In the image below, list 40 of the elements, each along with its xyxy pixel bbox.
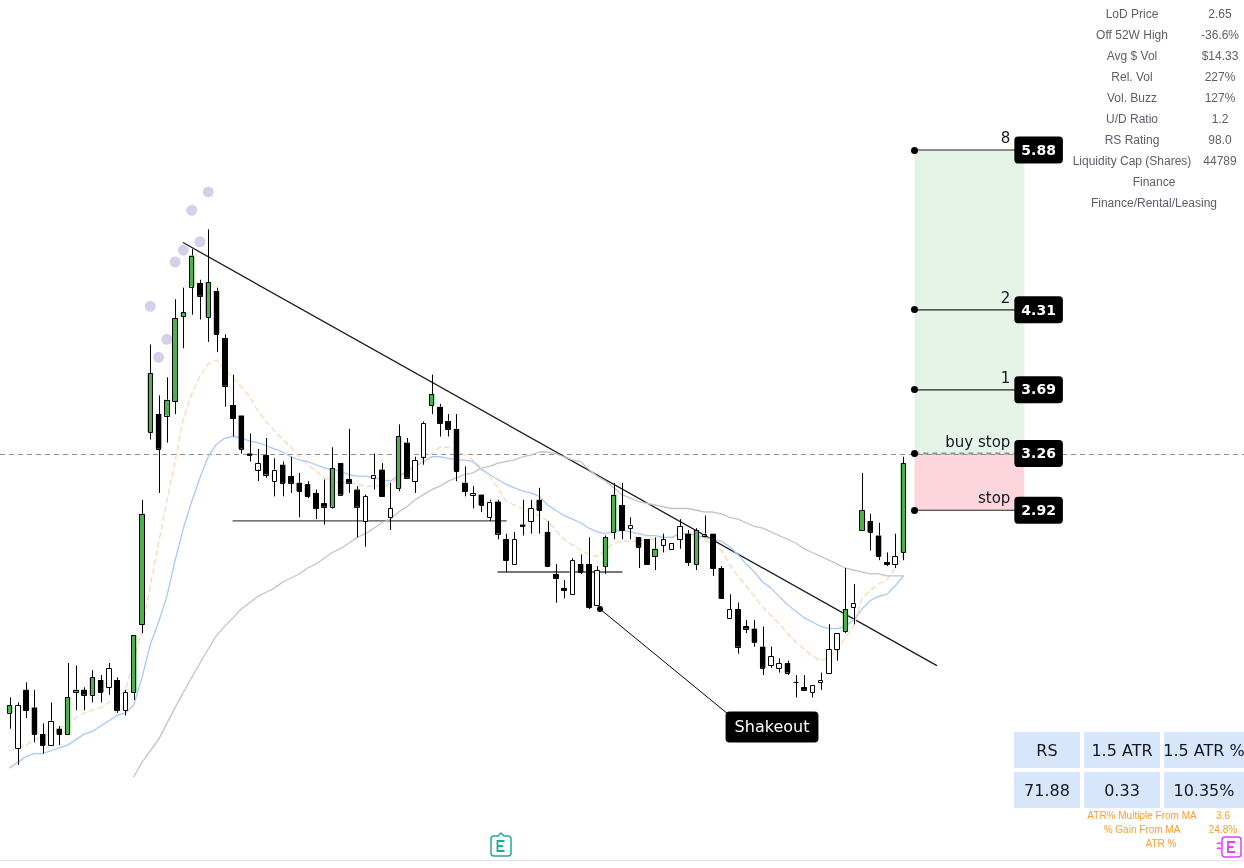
text: 127% <box>1204 90 1236 105</box>
text: $14.33 <box>1201 48 1239 63</box>
text: 10.35% <box>1173 780 1235 800</box>
y-tick-label: 2.92 <box>1021 501 1056 518</box>
y-tick-label: 4.31 <box>1021 301 1056 318</box>
category-label: Liquidity Cap (Shares) <box>1072 153 1192 168</box>
text: -36.6% <box>1200 27 1240 42</box>
category-label: U/D Ratio <box>1105 111 1158 126</box>
category-label: Avg $ Vol <box>1106 48 1158 63</box>
y-tick-label: 5.88 <box>1021 141 1056 158</box>
ref-line-label: stop <box>977 489 1011 508</box>
text: 3.6 <box>1216 809 1230 821</box>
category-label: RS <box>1036 740 1058 760</box>
category-label: ATR % <box>1145 837 1177 849</box>
text: 2.65 <box>1208 6 1232 21</box>
text: 1.2 <box>1211 111 1229 126</box>
category-label: % Gain From MA <box>1103 823 1181 835</box>
category-label: Rel. Vol <box>1111 69 1153 84</box>
annotation: 8 <box>1000 129 1011 147</box>
ref-line-label: buy stop <box>945 432 1011 451</box>
annotation: 1 <box>1000 368 1011 387</box>
text: 24.8% <box>1208 823 1238 835</box>
text: 0.33 <box>1104 780 1140 800</box>
category-label: Vol. Buzz <box>1106 90 1158 105</box>
text: 71.88 <box>1024 780 1070 800</box>
category-label: Finance <box>1132 174 1176 189</box>
category-label: 1.5 ATR % <box>1163 740 1244 760</box>
category-label: ATR% Multiple From MA <box>1087 809 1197 821</box>
y-tick-label: 3.69 <box>1021 381 1056 398</box>
category-label: Finance/Rental/Leasing <box>1090 195 1218 210</box>
text: 227% <box>1204 69 1236 84</box>
annotation: Shakeout <box>734 717 810 737</box>
category-label: RS Rating <box>1104 132 1160 147</box>
text: 98.0 <box>1208 132 1232 147</box>
y-tick-label: 3.26 <box>1021 445 1056 462</box>
category-label: 1.5 ATR <box>1091 740 1153 760</box>
category-label: LoD Price <box>1105 6 1159 21</box>
annotation: 2 <box>1000 288 1011 307</box>
category-label: Off 52W High <box>1096 27 1168 42</box>
text: 44789 <box>1203 153 1237 168</box>
